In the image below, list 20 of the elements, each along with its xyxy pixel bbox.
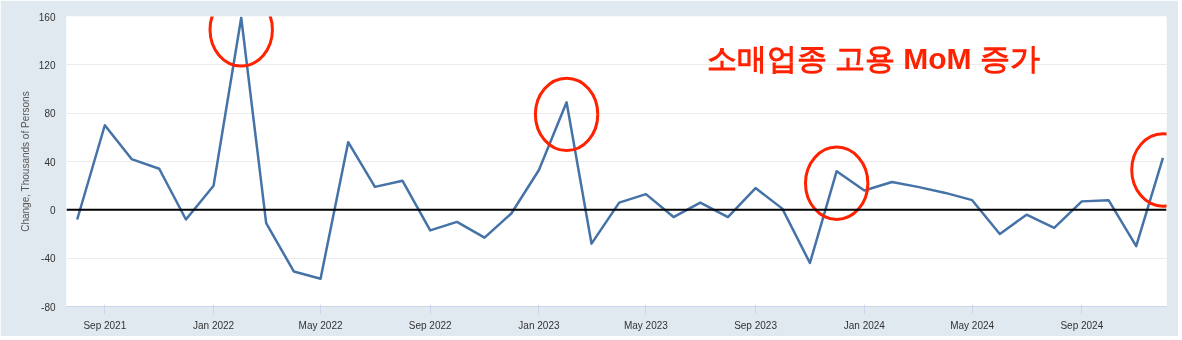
y-tick-label: 0 [49,204,56,216]
y-tick-label: 160 [38,11,56,23]
y-axis-title: Change, Thousands of Persons [19,91,31,232]
y-tick-label: 40 [44,156,56,168]
x-tick-label: Jan 2024 [843,319,886,331]
y-tick-label: 120 [38,59,56,71]
x-tick-label: Jan 2022 [193,319,235,331]
x-tick-label: May 2022 [298,319,343,331]
annotation: 소매업종 고용 MoM 증가 [706,41,1040,75]
x-tick-label: Sep 2024 [1060,319,1104,331]
y-tick-label: -80 [41,301,56,313]
x-tick-label: May 2024 [950,319,995,331]
x-tick-label: Sep 2021 [83,319,127,331]
x-tick-label: Sep 2022 [408,319,453,331]
x-tick-label: May 2023 [623,319,669,331]
y-tick-label: -40 [41,253,56,265]
x-tick-label: Sep 2023 [734,319,778,331]
line-series [75,16,1165,280]
y-tick-label: 80 [44,108,56,120]
x-tick-label: Jan 2023 [518,319,560,331]
